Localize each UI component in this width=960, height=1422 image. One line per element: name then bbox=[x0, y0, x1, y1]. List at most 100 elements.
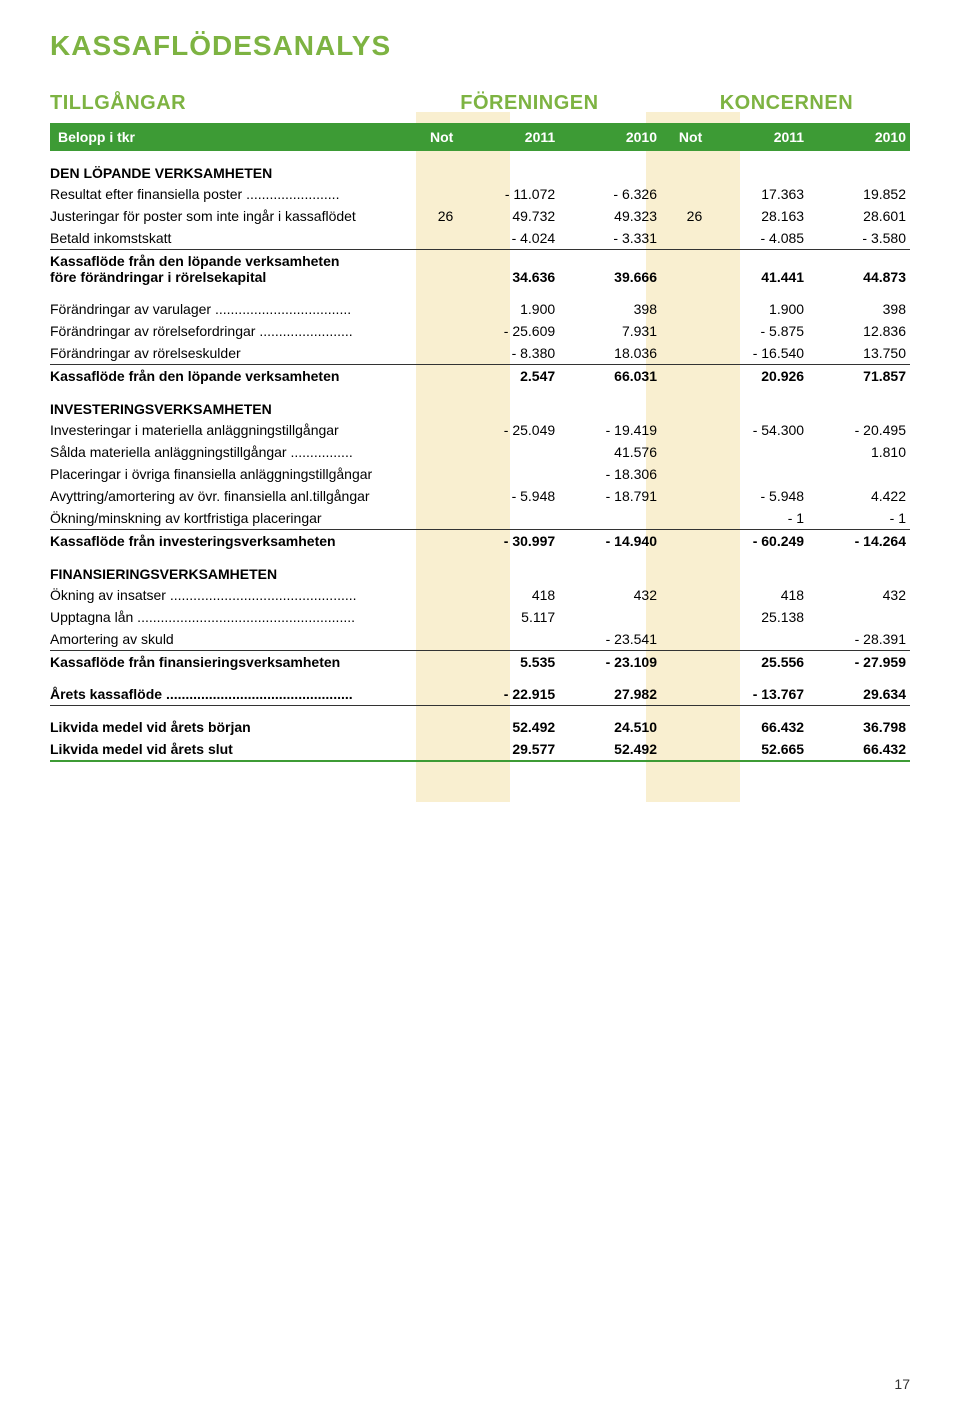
cell-not2 bbox=[661, 183, 706, 205]
cell-f1: 418 bbox=[457, 584, 559, 606]
cell-f1: 52.492 bbox=[457, 716, 559, 738]
cell-k1: 17.363 bbox=[706, 183, 808, 205]
table-row: Ökning/minskning av kortfristiga placeri… bbox=[50, 507, 910, 530]
cell-k2: - 3.580 bbox=[808, 227, 910, 250]
cell-f1: 49.732 bbox=[457, 205, 559, 227]
table-row: Investeringar i materiella anläggningsti… bbox=[50, 419, 910, 441]
table-row: FINANSIERINGSVERKSAMHETEN bbox=[50, 552, 910, 584]
cell-f1: 1.900 bbox=[457, 298, 559, 320]
cell-not2 bbox=[661, 606, 706, 628]
cell-f1: - 25.609 bbox=[457, 320, 559, 342]
table-row: Justeringar för poster som inte ingår i … bbox=[50, 205, 910, 227]
cell-not1: 26 bbox=[412, 205, 457, 227]
table-row: Ökning av insatser .....................… bbox=[50, 584, 910, 606]
cell-not2: 26 bbox=[661, 205, 706, 227]
table-row: Kassaflöde från den löpande verksamheten… bbox=[50, 365, 910, 388]
cell-not2 bbox=[661, 441, 706, 463]
row-label: Kassaflöde från finansieringsverksamhete… bbox=[50, 651, 412, 674]
row-label: Ökning/minskning av kortfristiga placeri… bbox=[50, 507, 412, 530]
table-row: Amortering av skuld- 23.541- 28.391 bbox=[50, 628, 910, 651]
cell-k1: - 4.085 bbox=[706, 227, 808, 250]
page-title: KASSAFLÖDESANALYS bbox=[50, 30, 910, 62]
cell-k2: 432 bbox=[808, 584, 910, 606]
table-row: Förändringar av rörelseskulder- 8.38018.… bbox=[50, 342, 910, 365]
table-row: Kassaflöde från investeringsverksamheten… bbox=[50, 530, 910, 553]
cell-k2: 44.873 bbox=[808, 250, 910, 289]
cell-k1: - 13.767 bbox=[706, 683, 808, 706]
row-label: Förändringar av varulager ..............… bbox=[50, 298, 412, 320]
cell-k1: - 54.300 bbox=[706, 419, 808, 441]
cell-not1 bbox=[412, 507, 457, 530]
cell-k1 bbox=[706, 463, 808, 485]
row-label: Förändringar av rörelseskulder bbox=[50, 342, 412, 365]
th-not1: Not bbox=[412, 123, 457, 151]
cell-not1 bbox=[412, 365, 457, 388]
cell-not1 bbox=[412, 250, 457, 289]
cell-not2 bbox=[661, 683, 706, 706]
cell-k2: 13.750 bbox=[808, 342, 910, 365]
cell-not2 bbox=[661, 651, 706, 674]
cell-f1: 2.547 bbox=[457, 365, 559, 388]
section-heading: INVESTERINGSVERKSAMHETEN bbox=[50, 387, 910, 419]
cell-k1: 28.163 bbox=[706, 205, 808, 227]
cell-f2: - 23.109 bbox=[559, 651, 661, 674]
cell-k1: 20.926 bbox=[706, 365, 808, 388]
cell-f1: 5.535 bbox=[457, 651, 559, 674]
th-k1: 2011 bbox=[706, 123, 808, 151]
cell-k2: - 1 bbox=[808, 507, 910, 530]
table-row: Sålda materiella anläggningstillgångar .… bbox=[50, 441, 910, 463]
table-row: Likvida medel vid årets slut29.57752.492… bbox=[50, 738, 910, 761]
row-label: Ökning av insatser .....................… bbox=[50, 584, 412, 606]
group-header-mid: FÖRENINGEN bbox=[396, 92, 663, 115]
cell-f1: - 11.072 bbox=[457, 183, 559, 205]
cell-f2: - 6.326 bbox=[559, 183, 661, 205]
cell-f1 bbox=[457, 441, 559, 463]
table-row: Resultat efter finansiella poster ......… bbox=[50, 183, 910, 205]
group-header-right: KONCERNEN bbox=[663, 92, 910, 115]
cell-k1: 66.432 bbox=[706, 716, 808, 738]
cell-k1: 41.441 bbox=[706, 250, 808, 289]
cell-not1 bbox=[412, 463, 457, 485]
cell-k1: - 60.249 bbox=[706, 530, 808, 553]
table-header-row: Belopp i tkr Not 2011 2010 Not 2011 2010 bbox=[50, 123, 910, 151]
cell-k2: 29.634 bbox=[808, 683, 910, 706]
table-row: Förändringar av varulager ..............… bbox=[50, 298, 910, 320]
cell-f2: 27.982 bbox=[559, 683, 661, 706]
cell-f1: - 5.948 bbox=[457, 485, 559, 507]
cell-k1: - 16.540 bbox=[706, 342, 808, 365]
row-label: Förändringar av rörelsefordringar ......… bbox=[50, 320, 412, 342]
row-label: Resultat efter finansiella poster ......… bbox=[50, 183, 412, 205]
cell-f1: 34.636 bbox=[457, 250, 559, 289]
cell-f2: 398 bbox=[559, 298, 661, 320]
cell-k2: 71.857 bbox=[808, 365, 910, 388]
cell-f2: 66.031 bbox=[559, 365, 661, 388]
section-heading: DEN LÖPANDE VERKSAMHETEN bbox=[50, 151, 910, 183]
cell-k1: - 1 bbox=[706, 507, 808, 530]
cell-not1 bbox=[412, 320, 457, 342]
table-row: Upptagna lån ...........................… bbox=[50, 606, 910, 628]
table-row: DEN LÖPANDE VERKSAMHETEN bbox=[50, 151, 910, 183]
cell-not1 bbox=[412, 419, 457, 441]
cell-not1 bbox=[412, 183, 457, 205]
cell-f1: 29.577 bbox=[457, 738, 559, 761]
cell-not2 bbox=[661, 584, 706, 606]
cell-f2 bbox=[559, 606, 661, 628]
cell-not2 bbox=[661, 342, 706, 365]
cell-f2: - 19.419 bbox=[559, 419, 661, 441]
cell-not1 bbox=[412, 628, 457, 651]
cell-k2: 1.810 bbox=[808, 441, 910, 463]
table-row: Kassaflöde från finansieringsverksamhete… bbox=[50, 651, 910, 674]
cell-k2: 36.798 bbox=[808, 716, 910, 738]
cashflow-table: Belopp i tkr Not 2011 2010 Not 2011 2010… bbox=[50, 123, 910, 762]
cell-not2 bbox=[661, 419, 706, 441]
cell-k1: - 5.875 bbox=[706, 320, 808, 342]
row-label: Sålda materiella anläggningstillgångar .… bbox=[50, 441, 412, 463]
cell-f1: - 22.915 bbox=[457, 683, 559, 706]
cell-f2: 52.492 bbox=[559, 738, 661, 761]
cell-f1 bbox=[457, 463, 559, 485]
row-label: Investeringar i materiella anläggningsti… bbox=[50, 419, 412, 441]
cell-not2 bbox=[661, 463, 706, 485]
cell-f1: - 8.380 bbox=[457, 342, 559, 365]
row-label: Justeringar för poster som inte ingår i … bbox=[50, 205, 412, 227]
cell-not1 bbox=[412, 738, 457, 761]
